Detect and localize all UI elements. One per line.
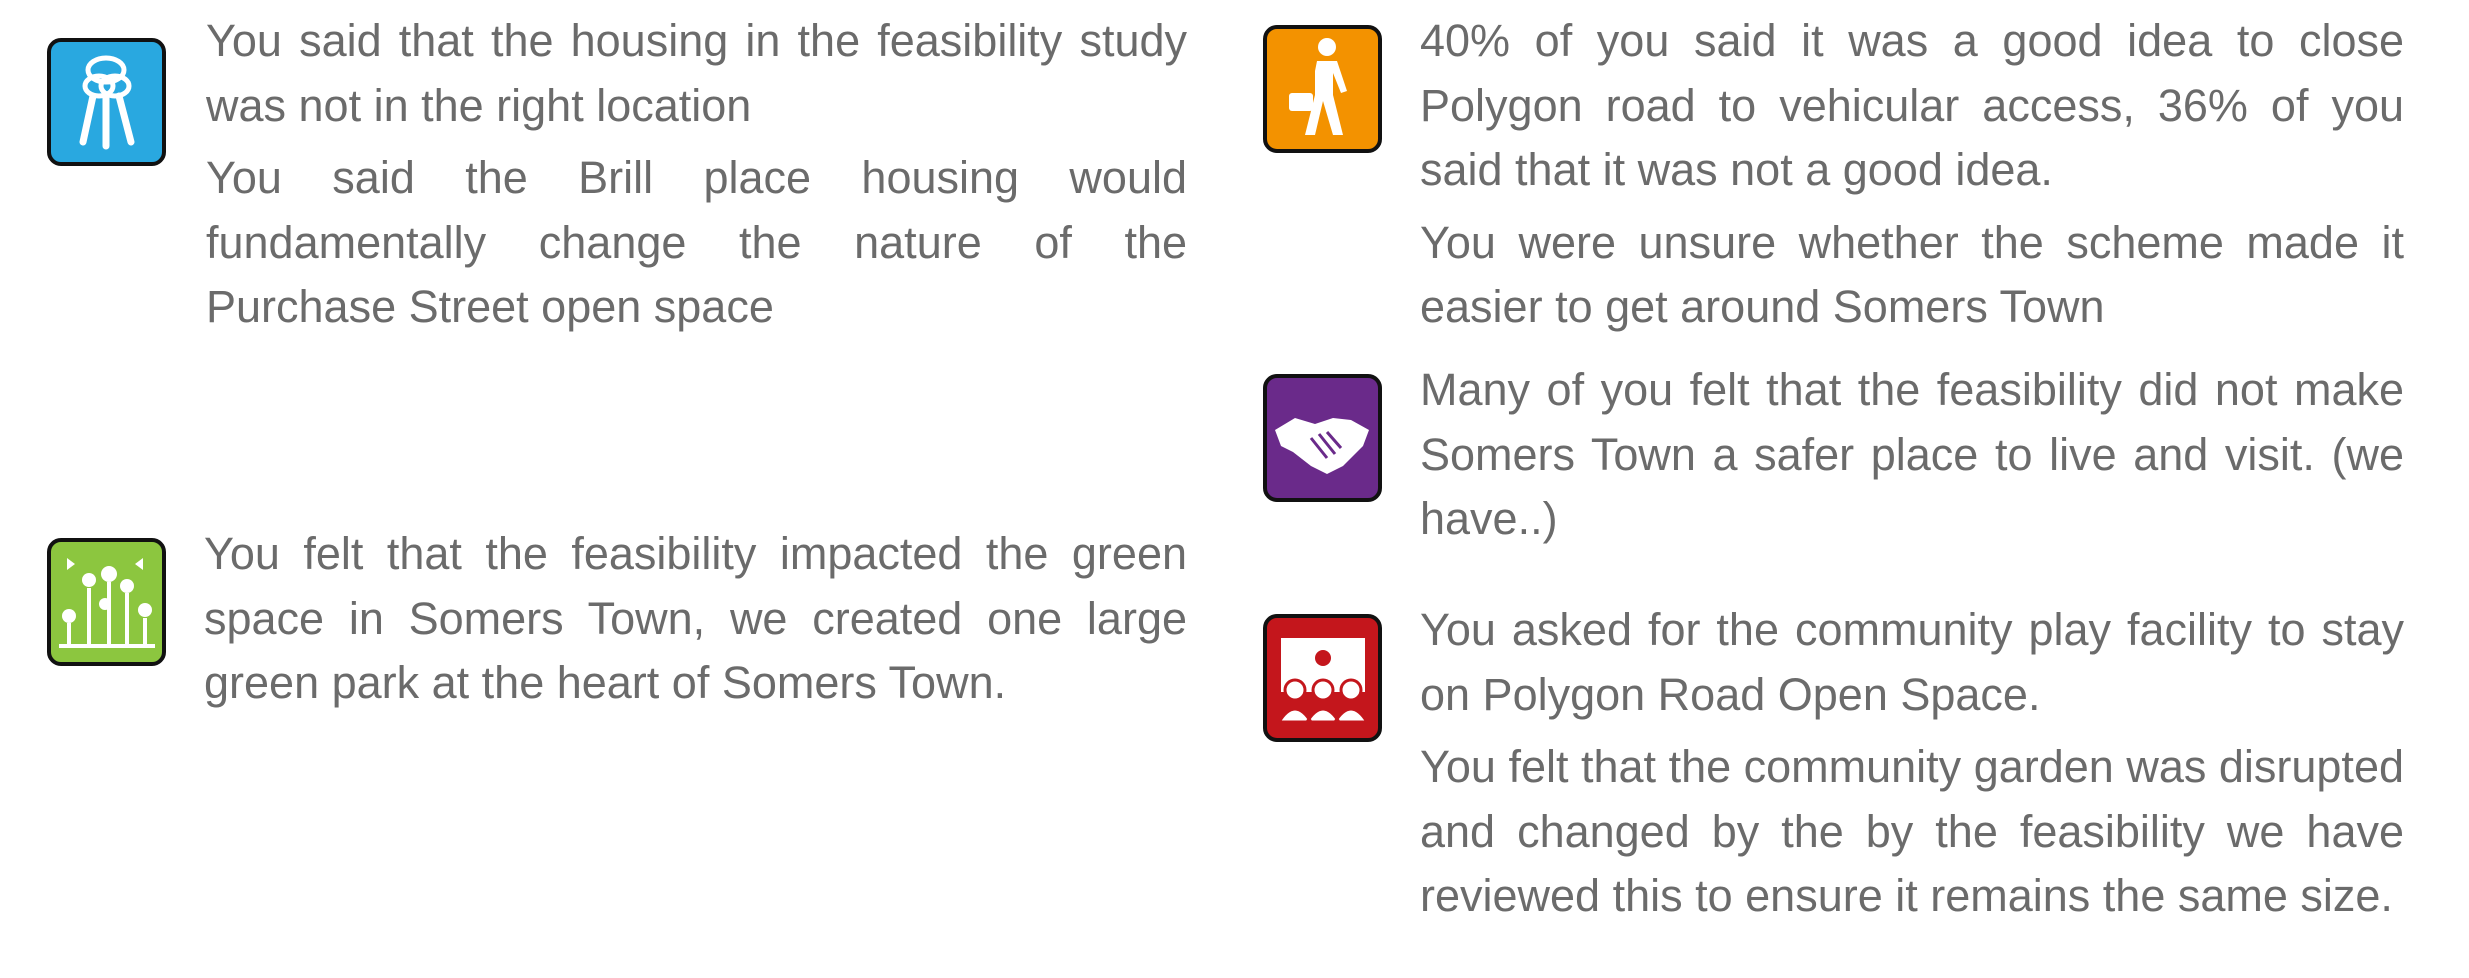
- item-text: Many of you felt that the feasibility di…: [1420, 358, 2404, 560]
- paragraph: You felt that the community garden was d…: [1420, 741, 2404, 921]
- garden-icon: [47, 538, 166, 666]
- paragraph: You said that the housing in the feasibi…: [206, 15, 1187, 131]
- paragraph: You were unsure whether the scheme made …: [1420, 216, 2404, 333]
- walker-icon: [1263, 25, 1382, 153]
- paragraph: 40% of you said it was a good idea to cl…: [1420, 15, 2404, 195]
- item-text: 40% of you said it was a good idea to cl…: [1420, 9, 2404, 348]
- community-icon: [1263, 614, 1382, 742]
- handshake-icon: [1263, 374, 1382, 502]
- paragraph: You felt that the feasibility impacted t…: [204, 528, 1187, 708]
- paragraph: You said the Brill place housing would f…: [206, 152, 1187, 332]
- item-text: You said that the housing in the feasibi…: [206, 9, 1187, 348]
- keys-icon: [47, 38, 166, 166]
- item-text: You felt that the feasibility impacted t…: [204, 522, 1187, 724]
- item-text: You asked for the community play facilit…: [1420, 598, 2404, 937]
- paragraph: You asked for the community play facilit…: [1420, 604, 2404, 720]
- paragraph: Many of you felt that the feasibility di…: [1420, 364, 2404, 544]
